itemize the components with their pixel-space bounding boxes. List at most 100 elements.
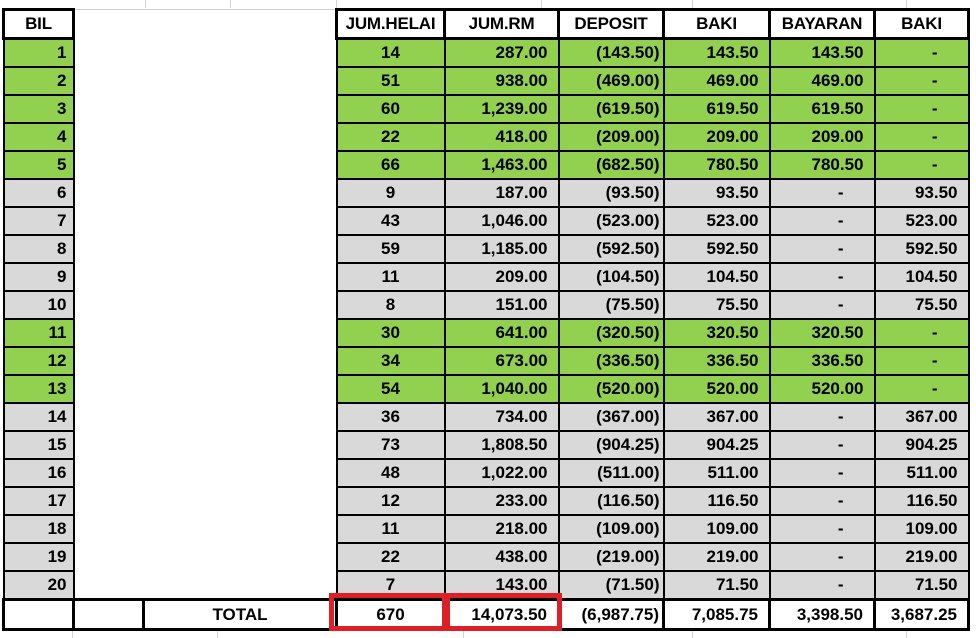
- cell-baki[interactable]: 367.00: [662, 402, 771, 432]
- cell-bayaran[interactable]: -: [768, 570, 876, 601]
- cell-deposit[interactable]: (469.00): [557, 66, 665, 96]
- cell-deposit[interactable]: (109.00): [557, 514, 665, 544]
- cell-baki[interactable]: 469.00: [662, 66, 771, 96]
- cell-deposit[interactable]: (523.00): [557, 206, 665, 236]
- col-header-bil[interactable]: BIL: [2, 8, 75, 40]
- cell-jum-rm[interactable]: 209.00: [443, 262, 560, 292]
- cell-deposit[interactable]: (116.50): [557, 486, 665, 516]
- cell-baki[interactable]: 219.00: [662, 542, 771, 572]
- cell-baki-2[interactable]: -: [873, 374, 970, 404]
- cell-jum-rm[interactable]: 218.00: [443, 514, 560, 544]
- cell-bil[interactable]: 11: [2, 318, 75, 348]
- cell-baki[interactable]: 520.00: [662, 374, 771, 404]
- col-header-deposit[interactable]: DEPOSIT: [557, 8, 665, 40]
- cell-name-blank[interactable]: [73, 375, 337, 403]
- cell-name-blank[interactable]: [73, 123, 337, 151]
- cell-baki-2[interactable]: -: [873, 122, 970, 152]
- cell-deposit[interactable]: (367.00): [557, 402, 665, 432]
- cell-bayaran[interactable]: -: [768, 402, 876, 432]
- cell-bil[interactable]: 5: [2, 150, 75, 180]
- cell-baki-2[interactable]: 116.50: [873, 486, 970, 516]
- cell-bayaran[interactable]: -: [768, 262, 876, 292]
- cell-baki-2[interactable]: 71.50: [873, 570, 970, 601]
- cell-deposit[interactable]: (682.50): [557, 150, 665, 180]
- cell-baki[interactable]: 511.00: [662, 458, 771, 488]
- cell-bil[interactable]: 7: [2, 206, 75, 236]
- cell-baki[interactable]: 116.50: [662, 486, 771, 516]
- cell-jum-rm[interactable]: 187.00: [443, 178, 560, 208]
- cell-deposit[interactable]: (904.25): [557, 430, 665, 460]
- cell-name-blank[interactable]: [73, 291, 337, 319]
- col-header-name-blank[interactable]: [73, 9, 337, 39]
- cell-bil[interactable]: 12: [2, 346, 75, 376]
- cell-bil[interactable]: 4: [2, 122, 75, 152]
- cell-jum-helai[interactable]: 60: [335, 94, 446, 124]
- cell-bil[interactable]: 3: [2, 94, 75, 124]
- cell-baki-2[interactable]: 93.50: [873, 178, 970, 208]
- cell-deposit[interactable]: (619.50): [557, 94, 665, 124]
- cell-deposit[interactable]: (219.00): [557, 542, 665, 572]
- cell-baki[interactable]: 71.50: [662, 570, 771, 601]
- cell-deposit[interactable]: (520.00): [557, 374, 665, 404]
- cell-baki-2[interactable]: -: [873, 346, 970, 376]
- cell-jum-rm[interactable]: 438.00: [443, 542, 560, 572]
- cell-bil[interactable]: 14: [2, 402, 75, 432]
- cell-bayaran[interactable]: -: [768, 458, 876, 488]
- cell-name-blank[interactable]: [73, 431, 337, 459]
- cell-baki[interactable]: 904.25: [662, 430, 771, 460]
- cell-deposit[interactable]: (143.50): [557, 37, 665, 68]
- cell-jum-rm[interactable]: 151.00: [443, 290, 560, 320]
- cell-name-blank[interactable]: [73, 263, 337, 291]
- cell-bayaran[interactable]: -: [768, 206, 876, 236]
- total-cell-empty-2[interactable]: [72, 598, 145, 631]
- cell-jum-helai[interactable]: 11: [335, 262, 446, 292]
- cell-baki-2[interactable]: 109.00: [873, 514, 970, 544]
- cell-jum-helai[interactable]: 43: [335, 206, 446, 236]
- cell-bayaran[interactable]: -: [768, 430, 876, 460]
- cell-deposit[interactable]: (75.50): [557, 290, 665, 320]
- cell-baki-2[interactable]: -: [873, 37, 970, 68]
- cell-name-blank[interactable]: [73, 235, 337, 263]
- cell-name-blank[interactable]: [73, 347, 337, 375]
- cell-baki-2[interactable]: 592.50: [873, 234, 970, 264]
- cell-deposit[interactable]: (320.50): [557, 318, 665, 348]
- total-label[interactable]: TOTAL: [142, 598, 338, 631]
- col-header-jum-helai[interactable]: JUM.HELAI: [335, 8, 446, 40]
- cell-baki-2[interactable]: -: [873, 150, 970, 180]
- cell-deposit[interactable]: (209.00): [557, 122, 665, 152]
- col-header-jum-rm[interactable]: JUM.RM: [443, 8, 560, 40]
- cell-jum-rm[interactable]: 673.00: [443, 346, 560, 376]
- cell-jum-rm[interactable]: 1,185.00: [443, 234, 560, 264]
- cell-jum-rm[interactable]: 641.00: [443, 318, 560, 348]
- cell-baki[interactable]: 75.50: [662, 290, 771, 320]
- cell-jum-rm[interactable]: 1,046.00: [443, 206, 560, 236]
- cell-baki-2[interactable]: 219.00: [873, 542, 970, 572]
- cell-jum-helai[interactable]: 66: [335, 150, 446, 180]
- cell-jum-rm[interactable]: 1,463.00: [443, 150, 560, 180]
- col-header-baki-2[interactable]: BAKI: [873, 8, 970, 40]
- cell-bayaran[interactable]: 780.50: [768, 150, 876, 180]
- cell-jum-helai[interactable]: 59: [335, 234, 446, 264]
- cell-jum-helai[interactable]: 34: [335, 346, 446, 376]
- cell-jum-helai[interactable]: 30: [335, 318, 446, 348]
- cell-bil[interactable]: 16: [2, 458, 75, 488]
- cell-jum-helai[interactable]: 73: [335, 430, 446, 460]
- cell-name-blank[interactable]: [73, 179, 337, 207]
- cell-bil[interactable]: 17: [2, 486, 75, 516]
- cell-bil[interactable]: 6: [2, 178, 75, 208]
- cell-jum-helai[interactable]: 9: [335, 178, 446, 208]
- cell-jum-helai[interactable]: 11: [335, 514, 446, 544]
- cell-jum-helai[interactable]: 22: [335, 542, 446, 572]
- cell-bil[interactable]: 13: [2, 374, 75, 404]
- cell-bayaran[interactable]: 619.50: [768, 94, 876, 124]
- cell-bil[interactable]: 20: [2, 570, 75, 601]
- cell-jum-rm[interactable]: 1,022.00: [443, 458, 560, 488]
- col-header-baki[interactable]: BAKI: [662, 8, 771, 40]
- cell-bil[interactable]: 18: [2, 514, 75, 544]
- cell-bayaran[interactable]: -: [768, 542, 876, 572]
- cell-baki[interactable]: 780.50: [662, 150, 771, 180]
- cell-baki[interactable]: 93.50: [662, 178, 771, 208]
- cell-name-blank[interactable]: [73, 319, 337, 347]
- cell-bayaran[interactable]: 143.50: [768, 37, 876, 68]
- cell-bil[interactable]: 15: [2, 430, 75, 460]
